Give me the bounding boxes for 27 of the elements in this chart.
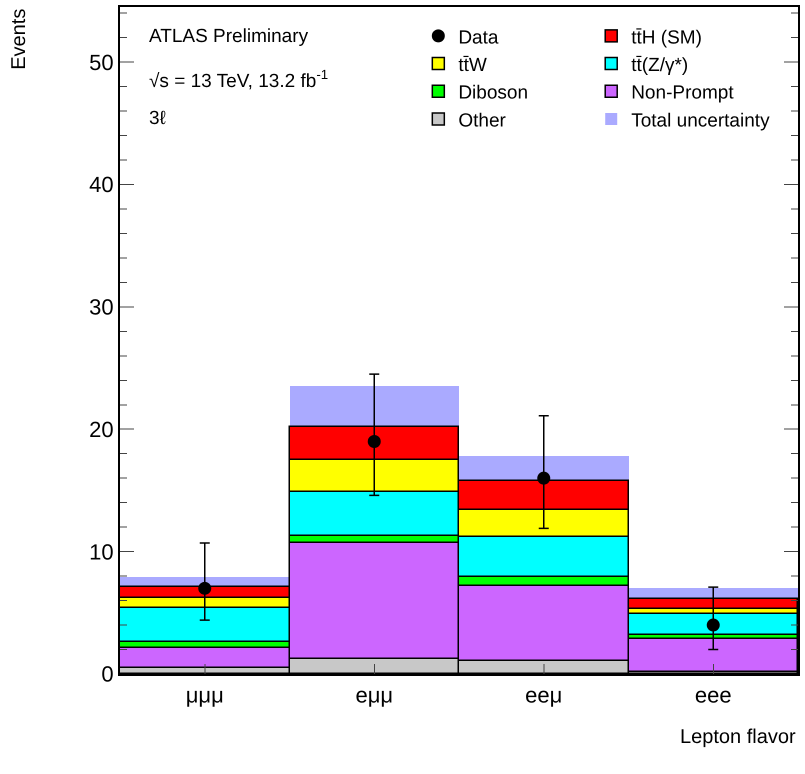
legend-label: Data xyxy=(458,27,499,48)
legend-label: Other xyxy=(458,110,507,132)
y-tick-label: 20 xyxy=(89,416,114,442)
x-tick-label: eeμ xyxy=(525,682,562,708)
annotation: 3ℓ xyxy=(149,108,166,129)
legend-label: tt̄H (SM) xyxy=(631,27,702,48)
x-axis-title: Lepton flavor xyxy=(680,726,796,748)
legend-label: Total uncertainty xyxy=(631,110,770,132)
y-tick-label: 10 xyxy=(89,539,114,564)
x-tick-label: eee xyxy=(694,682,732,708)
point xyxy=(537,472,550,485)
legend-label: Diboson xyxy=(458,82,528,104)
annotation: ATLAS Preliminary xyxy=(149,26,309,47)
point xyxy=(368,434,381,448)
y-axis-title: Events xyxy=(8,8,30,70)
y-tick-label: 0 xyxy=(101,662,114,687)
point xyxy=(706,618,720,632)
x-tick-label: μμμ xyxy=(186,682,224,708)
legend-label: tt̄(Z/γ*) xyxy=(631,54,688,76)
y-tick-label: 50 xyxy=(89,50,114,75)
legend-label: tt̄W xyxy=(458,54,487,76)
annotation: √s = 13 TeV, 13.2 fb$^{-1}$ xyxy=(149,67,328,92)
y-tick-label: 30 xyxy=(89,294,114,320)
legend-label: Non-Prompt xyxy=(631,82,734,104)
point xyxy=(198,582,212,595)
x-tick-label: eμμ xyxy=(355,682,394,708)
y-tick-label: 40 xyxy=(89,172,114,198)
